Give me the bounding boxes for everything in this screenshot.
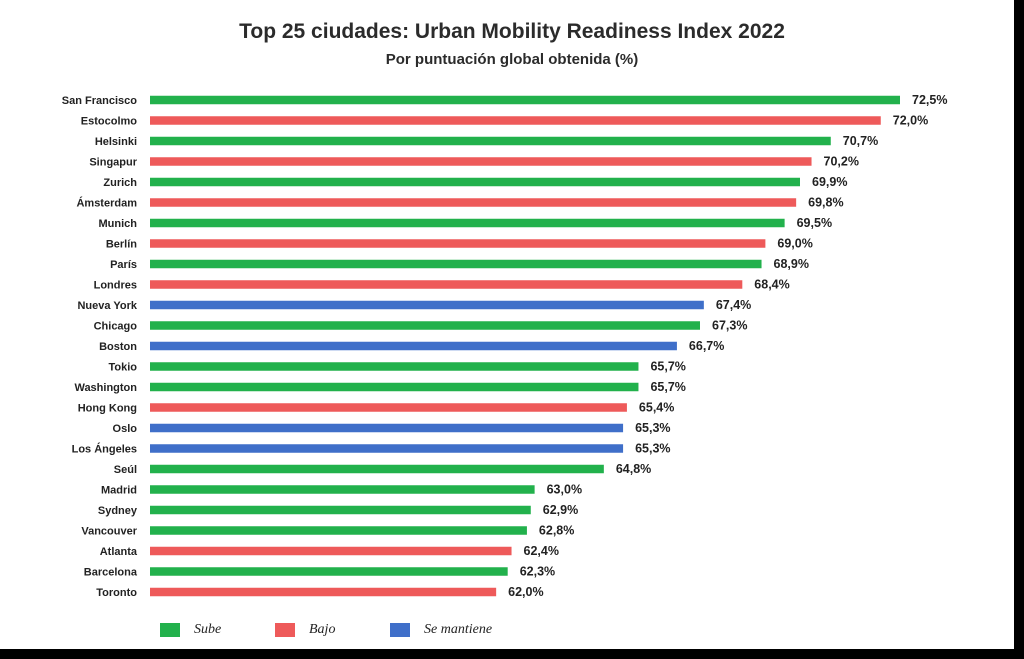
bar-berlin	[150, 239, 766, 248]
legend-swatch-mantiene	[390, 623, 410, 637]
category-label-oslo: Oslo	[113, 423, 138, 435]
value-label-vancouver: 62,8%	[539, 524, 574, 538]
chart-legend: Sube Bajo Se mantiene	[0, 622, 1024, 646]
value-label-munich: 69,5%	[797, 216, 832, 230]
value-label-los-angeles: 65,3%	[635, 442, 670, 456]
category-label-sydney: Sydney	[98, 505, 138, 517]
chart-title: Top 25 ciudades: Urban Mobility Readines…	[239, 20, 785, 43]
legend-label-mantiene: Se mantiene	[424, 622, 493, 637]
bar-seul	[150, 464, 604, 474]
value-label-atlanta: 62,4%	[524, 544, 559, 558]
value-label-seul: 64,8%	[616, 462, 651, 476]
category-label-munich: Munich	[99, 218, 138, 230]
bar-chicago	[150, 321, 700, 330]
bottom-border	[0, 650, 1024, 659]
bar-oslo	[150, 423, 624, 433]
value-label-madrid: 63,0%	[547, 483, 582, 497]
value-label-londres: 68,4%	[754, 278, 789, 292]
value-label-toronto: 62,0%	[508, 585, 543, 599]
bar-boston	[150, 341, 677, 351]
bar-atlanta	[150, 546, 512, 556]
value-label-estocolmo: 72,0%	[893, 114, 928, 128]
category-label-tokio: Tokio	[108, 362, 137, 374]
category-label-zurich: Zurich	[103, 177, 137, 189]
value-label-tokio: 65,7%	[650, 360, 685, 374]
category-label-londres: Londres	[94, 280, 137, 292]
bar-estocolmo	[150, 116, 881, 125]
value-label-hong-kong: 65,4%	[639, 401, 674, 415]
bar-sydney	[150, 505, 531, 515]
value-label-barcelona: 62,3%	[520, 565, 555, 579]
bar-amsterdam	[150, 198, 797, 207]
category-label-boston: Boston	[99, 341, 137, 353]
value-label-sydney: 62,9%	[543, 503, 578, 517]
category-label-paris: París	[110, 259, 137, 271]
value-label-helsinki: 70,7%	[843, 134, 878, 148]
legend-label-bajo: Bajo	[309, 622, 336, 637]
bar-londres	[150, 280, 743, 289]
value-label-zurich: 69,9%	[812, 175, 847, 189]
bar-madrid	[150, 485, 535, 494]
category-label-barcelona: Barcelona	[84, 567, 138, 579]
category-label-estocolmo: Estocolmo	[81, 116, 138, 128]
bar-paris	[150, 259, 762, 269]
bar-tokio	[150, 362, 639, 371]
category-label-hong-kong: Hong Kong	[78, 403, 137, 415]
category-label-singapur: Singapur	[89, 157, 137, 169]
value-label-san-francisco: 72,5%	[912, 93, 947, 107]
legend-item-bajo: Bajo	[275, 622, 335, 638]
bar-los-angeles	[150, 444, 624, 453]
bar-washington	[150, 382, 639, 392]
legend-swatch-sube	[160, 623, 180, 637]
value-label-boston: 66,7%	[689, 339, 724, 353]
value-label-oslo: 65,3%	[635, 421, 670, 435]
value-label-singapur: 70,2%	[824, 155, 859, 169]
category-label-washington: Washington	[74, 382, 137, 394]
category-label-berlin: Berlín	[106, 239, 137, 251]
category-label-amsterdam: Ámsterdam	[76, 197, 137, 210]
bar-vancouver	[150, 526, 527, 535]
chart-subtitle: Por puntuación global obtenida (%)	[385, 51, 639, 68]
value-label-washington: 65,7%	[650, 380, 685, 394]
bar-zurich	[150, 177, 800, 187]
value-label-berlin: 69,0%	[777, 237, 812, 251]
category-label-toronto: Toronto	[96, 587, 137, 599]
category-label-chicago: Chicago	[94, 321, 138, 333]
category-label-los-angeles: Los Ángeles	[72, 443, 137, 456]
bar-nueva-york	[150, 300, 704, 310]
value-label-paris: 68,9%	[774, 257, 809, 271]
bar-toronto	[150, 587, 497, 597]
bar-singapur	[150, 157, 812, 166]
legend-item-mantiene: Se mantiene	[390, 622, 492, 638]
value-label-nueva-york: 67,4%	[716, 298, 751, 312]
category-label-helsinki: Helsinki	[95, 136, 137, 148]
bar-helsinki	[150, 136, 831, 146]
value-label-amsterdam: 69,8%	[808, 196, 843, 210]
legend-label-sube: Sube	[194, 622, 222, 637]
category-label-madrid: Madrid	[101, 485, 137, 497]
legend-swatch-bajo	[275, 623, 295, 637]
category-label-nueva-york: Nueva York	[77, 300, 137, 312]
legend-item-sube: Sube	[160, 622, 221, 638]
bar-munich	[150, 218, 785, 228]
category-label-san-francisco: San Francisco	[62, 95, 137, 107]
category-label-vancouver: Vancouver	[81, 526, 137, 538]
category-label-seul: Seúl	[114, 464, 137, 476]
bar-barcelona	[150, 567, 508, 576]
value-label-chicago: 67,3%	[712, 319, 747, 333]
bar-san-francisco	[150, 95, 900, 105]
category-label-atlanta: Atlanta	[100, 546, 138, 558]
bar-hong-kong	[150, 403, 627, 412]
